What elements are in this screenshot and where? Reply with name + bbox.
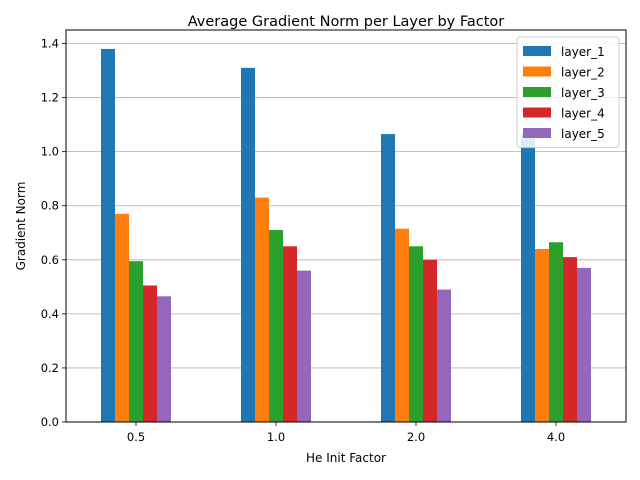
x-axis-ticks: 0.5 1.0 2.0 4.0 bbox=[127, 422, 565, 444]
y-axis-label: Gradient Norm bbox=[14, 182, 28, 271]
bar-layer_1-0.5 bbox=[101, 48, 115, 423]
x-tick-label: 4.0 bbox=[547, 430, 565, 444]
legend-swatch-layer_2 bbox=[523, 66, 551, 77]
bar-layer_4-4.0 bbox=[563, 257, 577, 422]
legend-swatch-layer_3 bbox=[523, 87, 551, 97]
plot-frame bbox=[65, 29, 627, 423]
bar-layer_2-4.0 bbox=[535, 248, 549, 422]
legend-swatch-layer_5 bbox=[523, 128, 551, 138]
y-tick-label: 0.2 bbox=[41, 361, 59, 375]
bar-layer_5-4.0 bbox=[577, 267, 591, 422]
bar-layer_2-2.0 bbox=[395, 228, 409, 422]
x-tick-label: 0.5 bbox=[127, 430, 145, 444]
legend-label-layer_2: layer_2 bbox=[561, 66, 605, 80]
bar-layer_2-1.0 bbox=[255, 197, 269, 422]
bar-layer_4-1.0 bbox=[283, 246, 297, 422]
legend-swatch-layer_4 bbox=[523, 107, 551, 118]
bar-layer_3-0.5 bbox=[129, 261, 143, 422]
legend-box bbox=[516, 36, 620, 148]
y-tick-label: 0.6 bbox=[41, 253, 59, 267]
y-tick-label: 1.4 bbox=[41, 37, 59, 51]
bar-layer_3-2.0 bbox=[409, 246, 423, 422]
y-tick-label: 0.4 bbox=[41, 307, 59, 321]
legend: layer_1 layer_2 layer_3 layer_4 layer_5 bbox=[516, 36, 620, 148]
bar-layer_1-4.0 bbox=[521, 134, 535, 422]
bar-layer_2-0.5 bbox=[115, 213, 129, 422]
legend-label-layer_5: layer_5 bbox=[561, 127, 605, 141]
y-tick-label: 0.8 bbox=[41, 199, 59, 213]
x-axis-label: He Init Factor bbox=[306, 451, 386, 465]
x-tick-label: 2.0 bbox=[407, 430, 425, 444]
bar-layer_5-1.0 bbox=[297, 270, 311, 422]
bar-layer_5-0.5 bbox=[157, 296, 171, 422]
legend-label-layer_1: layer_1 bbox=[561, 45, 605, 59]
legend-label-layer_3: layer_3 bbox=[561, 86, 605, 100]
bar-layer_4-2.0 bbox=[423, 259, 437, 422]
chart-title: Average Gradient Norm per Layer by Facto… bbox=[188, 14, 505, 30]
bar-layer_4-0.5 bbox=[143, 285, 157, 422]
y-tick-label: 1.2 bbox=[41, 91, 59, 105]
bar-layer_1-1.0 bbox=[241, 67, 255, 423]
legend-label-layer_4: layer_4 bbox=[561, 107, 605, 121]
bar-layer_3-4.0 bbox=[549, 242, 563, 422]
y-tick-label: 1.0 bbox=[41, 145, 59, 159]
bar-layer_3-1.0 bbox=[269, 230, 283, 422]
y-axis-ticks: 0.0 0.2 0.4 0.6 0.8 1.0 1.2 1.4 bbox=[41, 37, 66, 429]
y-tick-label: 0.0 bbox=[41, 415, 59, 429]
x-tick-label: 1.0 bbox=[267, 430, 285, 444]
bar-layer_1-2.0 bbox=[381, 134, 395, 422]
bar-layer_5-2.0 bbox=[437, 289, 451, 422]
legend-swatch-layer_1 bbox=[523, 46, 551, 56]
bars bbox=[101, 48, 591, 423]
